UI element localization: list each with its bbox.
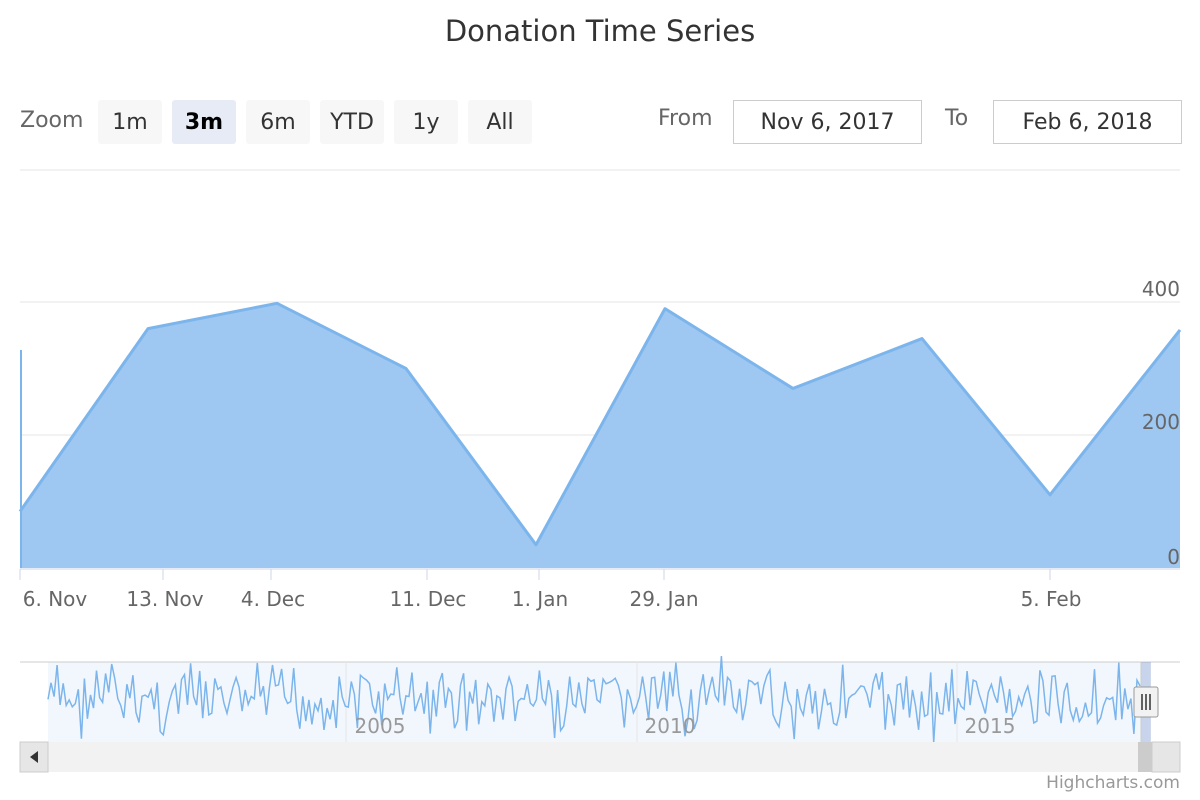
to-label: To (945, 106, 969, 131)
from-date-input[interactable]: Nov 6, 2017 (733, 100, 922, 144)
plot-area (18, 301, 1182, 568)
range-button-3m[interactable]: 3m (172, 100, 236, 144)
credits-link[interactable]: Highcharts.com (1046, 773, 1180, 793)
x-tick-label: 1. Jan (512, 587, 568, 611)
range-button-6m[interactable]: 6m (246, 100, 310, 144)
scrollbar-thumb[interactable] (1138, 742, 1152, 772)
navigator-series (47, 655, 1141, 743)
x-tick-label: 6. Nov (23, 587, 88, 611)
range-button-all[interactable]: All (468, 100, 532, 144)
chevron-left-icon (30, 751, 38, 763)
range-button-1y[interactable]: 1y (394, 100, 458, 144)
y-tick-label: 400 (1142, 277, 1180, 301)
range-button-1m[interactable]: 1m (98, 100, 162, 144)
navigator[interactable]: 2005 2010 2015 (20, 655, 1180, 743)
navigator-label: 2010 (645, 714, 696, 738)
x-tick-label: 29. Jan (630, 587, 699, 611)
x-tick-label: 11. Dec (390, 587, 467, 611)
y-tick-label: 200 (1142, 410, 1180, 434)
chart-title: Donation Time Series (444, 14, 756, 48)
x-tick-label: 4. Dec (241, 587, 305, 611)
navigator-label: 2015 (965, 714, 1016, 738)
scrollbar-track (20, 742, 1180, 772)
series-area (20, 303, 1180, 568)
y-axis: 0 200 400 (1142, 277, 1180, 569)
series-line (18, 301, 1182, 547)
x-tick-label: 5. Feb (1021, 587, 1082, 611)
scrollbar[interactable] (19, 741, 1181, 773)
x-axis: 6. Nov 13. Nov 4. Dec 11. Dec 1. Jan 29. Jan 5… (19, 568, 1180, 611)
zoom-label: Zoom (20, 108, 84, 133)
navigator-label: 2005 (355, 714, 406, 738)
y-tick-label: 0 (1167, 545, 1180, 569)
x-tick-label: 13. Nov (126, 587, 203, 611)
to-date-input[interactable]: Feb 6, 2018 (993, 100, 1182, 144)
range-button-ytd[interactable]: YTD (320, 100, 384, 144)
from-label: From (658, 106, 713, 131)
scrollbar-right-button[interactable] (1151, 741, 1181, 773)
